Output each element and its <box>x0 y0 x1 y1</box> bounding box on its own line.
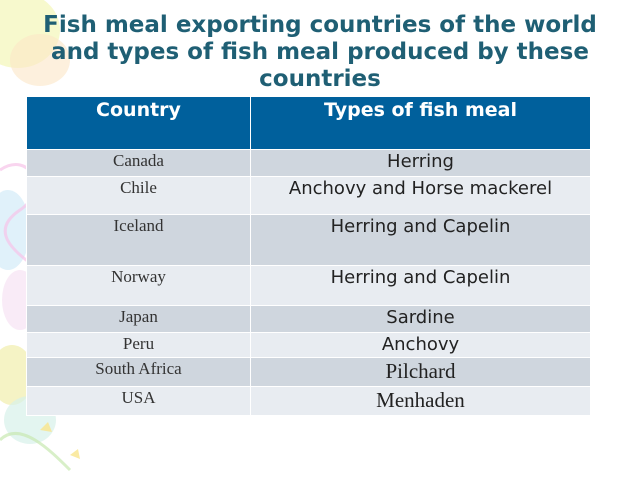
header-types-of-fish-meal: Types of fish meal <box>250 96 591 150</box>
table-row: Canada Herring <box>26 149 591 177</box>
meal-cell: Pilchard <box>250 357 591 387</box>
country-cell: Canada <box>26 149 251 177</box>
table-row: South Africa Pilchard <box>26 357 591 387</box>
table-row: Peru Anchovy <box>26 332 591 358</box>
country-cell: South Africa <box>26 357 251 387</box>
country-cell: USA <box>26 386 251 416</box>
table-row: USA Menhaden <box>26 386 591 416</box>
meal-cell: Herring <box>250 149 591 177</box>
meal-cell: Sardine <box>250 305 591 333</box>
country-cell: Iceland <box>26 214 251 266</box>
meal-cell: Herring and Capelin <box>250 214 591 266</box>
meal-cell: Menhaden <box>250 386 591 416</box>
header-country: Country <box>26 96 251 150</box>
fish-meal-table: Country Types of fish meal Canada Herrin… <box>26 96 591 416</box>
country-cell: Peru <box>26 332 251 358</box>
table-row: Japan Sardine <box>26 305 591 333</box>
table-row: Norway Herring and Capelin <box>26 265 591 306</box>
meal-cell: Anchovy and Horse mackerel <box>250 176 591 215</box>
country-cell: Norway <box>26 265 251 306</box>
table-header-row: Country Types of fish meal <box>26 96 591 150</box>
slide-title: Fish meal exporting countries of the wor… <box>43 12 597 92</box>
meal-cell: Herring and Capelin <box>250 265 591 306</box>
country-cell: Chile <box>26 176 251 215</box>
country-cell: Japan <box>26 305 251 333</box>
table-row: Iceland Herring and Capelin <box>26 214 591 266</box>
table-row: Chile Anchovy and Horse mackerel <box>26 176 591 215</box>
meal-cell: Anchovy <box>250 332 591 358</box>
